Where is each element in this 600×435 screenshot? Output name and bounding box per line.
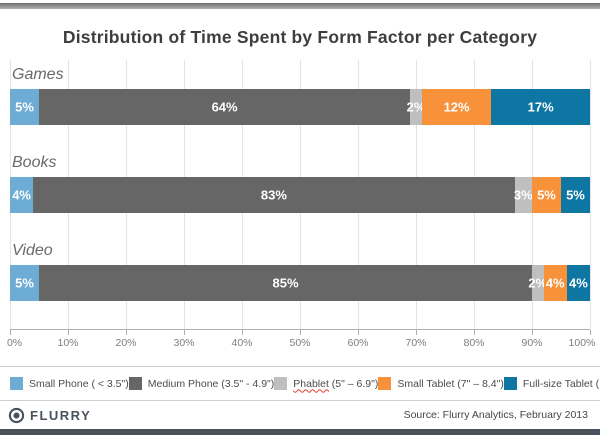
- legend-item-label: Small Tablet (7" – 8.4"): [397, 377, 504, 390]
- title-block: Distribution of Time Spent by Form Facto…: [0, 9, 600, 60]
- legend-swatch: [128, 377, 142, 390]
- axis-tick-mark: [474, 330, 475, 335]
- bar-segment-label: 2%: [406, 99, 426, 115]
- category-row: Games 5% 64% 2% 12% 17%: [10, 60, 590, 125]
- legend-item-label: Medium Phone (3.5" - 4.9"): [147, 377, 275, 390]
- axis-tick-mark: [68, 330, 69, 335]
- stacked-bar: 5% 64% 2% 12% 17%: [10, 89, 590, 125]
- bar-segment: 4%: [543, 265, 567, 301]
- axis-tick-label: 70%: [405, 337, 427, 349]
- legend-item: Full-size Tablet ( > 8.5"): [503, 377, 600, 390]
- bar-segment: 2%: [528, 265, 547, 301]
- axis-tick-label: 40%: [231, 337, 253, 349]
- axis-tick-label: 60%: [347, 337, 369, 349]
- bar-segment-label: 4%: [545, 275, 565, 291]
- axis-tick-mark: [126, 330, 127, 335]
- category-row: Books 4% 83% 3% 5% 5%: [10, 148, 590, 213]
- stacked-bar: 5% 85% 2% 4% 4%: [10, 265, 590, 301]
- x-axis: 0% 10% 20% 30% 40% 50% 60% 70% 80% 90% 100%: [6, 330, 595, 352]
- axis-tick-label: 50%: [289, 337, 311, 349]
- bar-segment: 5%: [560, 177, 590, 213]
- axis-tick-label: 30%: [173, 337, 195, 349]
- bar-segment: 3%: [513, 177, 533, 213]
- bar-segment-label: 83%: [260, 187, 287, 203]
- legend-item-label: Phablet (5" – 6.9"): [293, 377, 379, 390]
- legend-swatch: [274, 377, 288, 390]
- bar-segment: 64%: [39, 89, 411, 125]
- bar-segment: 5%: [531, 177, 561, 213]
- top-divider-bar: [0, 3, 600, 9]
- axis-tick-label: 90%: [521, 337, 543, 349]
- axis-tick-mark: [300, 330, 301, 335]
- stacked-bar: 4% 83% 3% 5% 5%: [10, 177, 590, 213]
- bar-segment: 17%: [491, 89, 590, 125]
- misspelled-word: Phablet: [293, 377, 329, 390]
- legend: Small Phone ( < 3.5") Medium Phone (3.5" …: [0, 366, 600, 401]
- category-label: Books: [12, 153, 57, 171]
- bar-segment-label: 4%: [568, 275, 588, 291]
- bar-segment-label: 5%: [15, 275, 34, 291]
- bar-segment: 5%: [10, 89, 39, 125]
- legend-item: Medium Phone (3.5" - 4.9"): [128, 377, 275, 390]
- bar-segment: 2%: [407, 89, 425, 125]
- legend-item-label: Small Phone ( < 3.5"): [29, 377, 129, 390]
- axis-tick-mark: [10, 330, 11, 335]
- axis-tick-mark: [184, 330, 185, 335]
- bar-segment-label: 5%: [537, 187, 556, 203]
- flurry-logo-icon: [8, 407, 25, 424]
- axis-tick-mark: [358, 330, 359, 335]
- bar-segment-label: 17%: [527, 99, 554, 115]
- bar-segment: 4%: [10, 177, 34, 213]
- axis-tick-label: 100%: [568, 337, 596, 349]
- source-attribution: Source: Flurry Analytics, February 2013: [403, 409, 588, 421]
- axis-tick-label: 10%: [57, 337, 79, 349]
- category-label: Games: [12, 65, 64, 83]
- bar-segment-label: 64%: [211, 99, 238, 115]
- legend-swatch: [378, 377, 392, 390]
- axis-tick-label: 80%: [463, 337, 485, 349]
- category-row: Video 5% 85% 2% 4% 4%: [10, 236, 590, 301]
- axis-tick-mark: [532, 330, 533, 335]
- bottom-divider-bar: [0, 429, 600, 435]
- brand-name: FLURRY: [30, 407, 92, 423]
- flurry-brand: FLURRY: [8, 407, 91, 424]
- plot-area: Games 5% 64% 2% 12% 17% Books 4% 83% 3% 5% 5% Video 5…: [10, 60, 591, 330]
- category-label: Video: [12, 241, 53, 259]
- chart-rows: Games 5% 64% 2% 12% 17% Books 4% 83% 3% 5% 5% Video 5…: [10, 60, 590, 301]
- bar-segment-label: 12%: [443, 99, 470, 115]
- legend-swatch: [503, 377, 517, 390]
- bar-segment: 83%: [33, 177, 515, 213]
- bar-segment: 5%: [10, 265, 39, 301]
- legend-item-label: Full-size Tablet ( > 8.5"): [522, 377, 600, 390]
- axis-tick-label: 0%: [6, 337, 23, 349]
- bar-segment: 4%: [566, 265, 590, 301]
- legend-swatch: [10, 377, 23, 390]
- bar-segment-label: 4%: [12, 187, 31, 203]
- legend-item: Small Phone ( < 3.5"): [10, 377, 129, 390]
- bar-segment-label: 3%: [513, 187, 533, 203]
- footer: FLURRY Source: Flurry Analytics, Februar…: [0, 401, 600, 429]
- legend-item: Small Tablet (7" – 8.4"): [378, 377, 504, 390]
- bar-segment: 85%: [39, 265, 532, 301]
- axis-tick-mark: [416, 330, 417, 335]
- gridline: [590, 60, 591, 329]
- axis-tick-label: 20%: [115, 337, 137, 349]
- bar-segment-label: 5%: [15, 99, 34, 115]
- bar-segment-label: 5%: [566, 187, 585, 203]
- chart-title: Distribution of Time Spent by Form Facto…: [62, 27, 538, 47]
- bar-segment-label: 2%: [528, 275, 548, 291]
- bar-segment: 12%: [421, 89, 492, 125]
- axis-tick-mark: [242, 330, 243, 335]
- axis-tick-mark: [590, 330, 591, 335]
- bar-segment-label: 85%: [272, 275, 299, 291]
- legend-item: Phablet (5" – 6.9"): [274, 377, 378, 390]
